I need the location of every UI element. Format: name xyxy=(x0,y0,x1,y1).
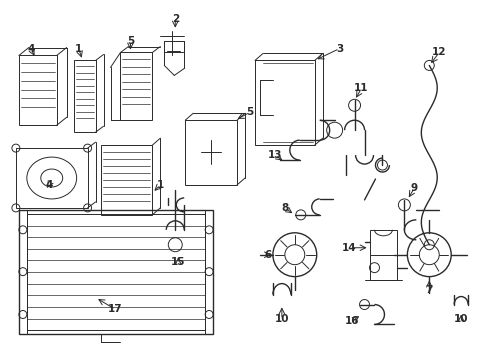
Text: 10: 10 xyxy=(274,314,288,324)
Text: 6: 6 xyxy=(264,250,271,260)
Text: 1: 1 xyxy=(156,180,163,190)
Text: 13: 13 xyxy=(267,150,282,160)
Text: 4: 4 xyxy=(27,44,35,54)
Text: 5: 5 xyxy=(126,36,134,46)
Text: 9: 9 xyxy=(410,183,417,193)
Text: 5: 5 xyxy=(246,107,253,117)
Text: 11: 11 xyxy=(354,84,368,93)
Text: 8: 8 xyxy=(281,203,288,213)
Text: 7: 7 xyxy=(425,284,432,294)
Text: 10: 10 xyxy=(453,314,468,324)
Text: 15: 15 xyxy=(171,257,185,267)
Text: 2: 2 xyxy=(171,14,179,24)
Text: 3: 3 xyxy=(335,44,343,54)
Text: 17: 17 xyxy=(108,305,122,315)
Text: 16: 16 xyxy=(344,316,358,327)
Text: 14: 14 xyxy=(342,243,356,253)
Text: 12: 12 xyxy=(431,48,446,58)
Text: 1: 1 xyxy=(75,44,82,54)
Text: 4: 4 xyxy=(45,180,52,190)
